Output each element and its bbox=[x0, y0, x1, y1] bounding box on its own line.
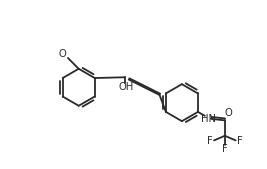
Text: O: O bbox=[59, 49, 66, 59]
Text: F: F bbox=[237, 136, 242, 146]
Text: F: F bbox=[222, 144, 228, 154]
Text: O: O bbox=[224, 108, 232, 118]
Text: F: F bbox=[207, 136, 213, 146]
Text: OH: OH bbox=[118, 81, 133, 91]
Text: HN: HN bbox=[201, 114, 216, 124]
